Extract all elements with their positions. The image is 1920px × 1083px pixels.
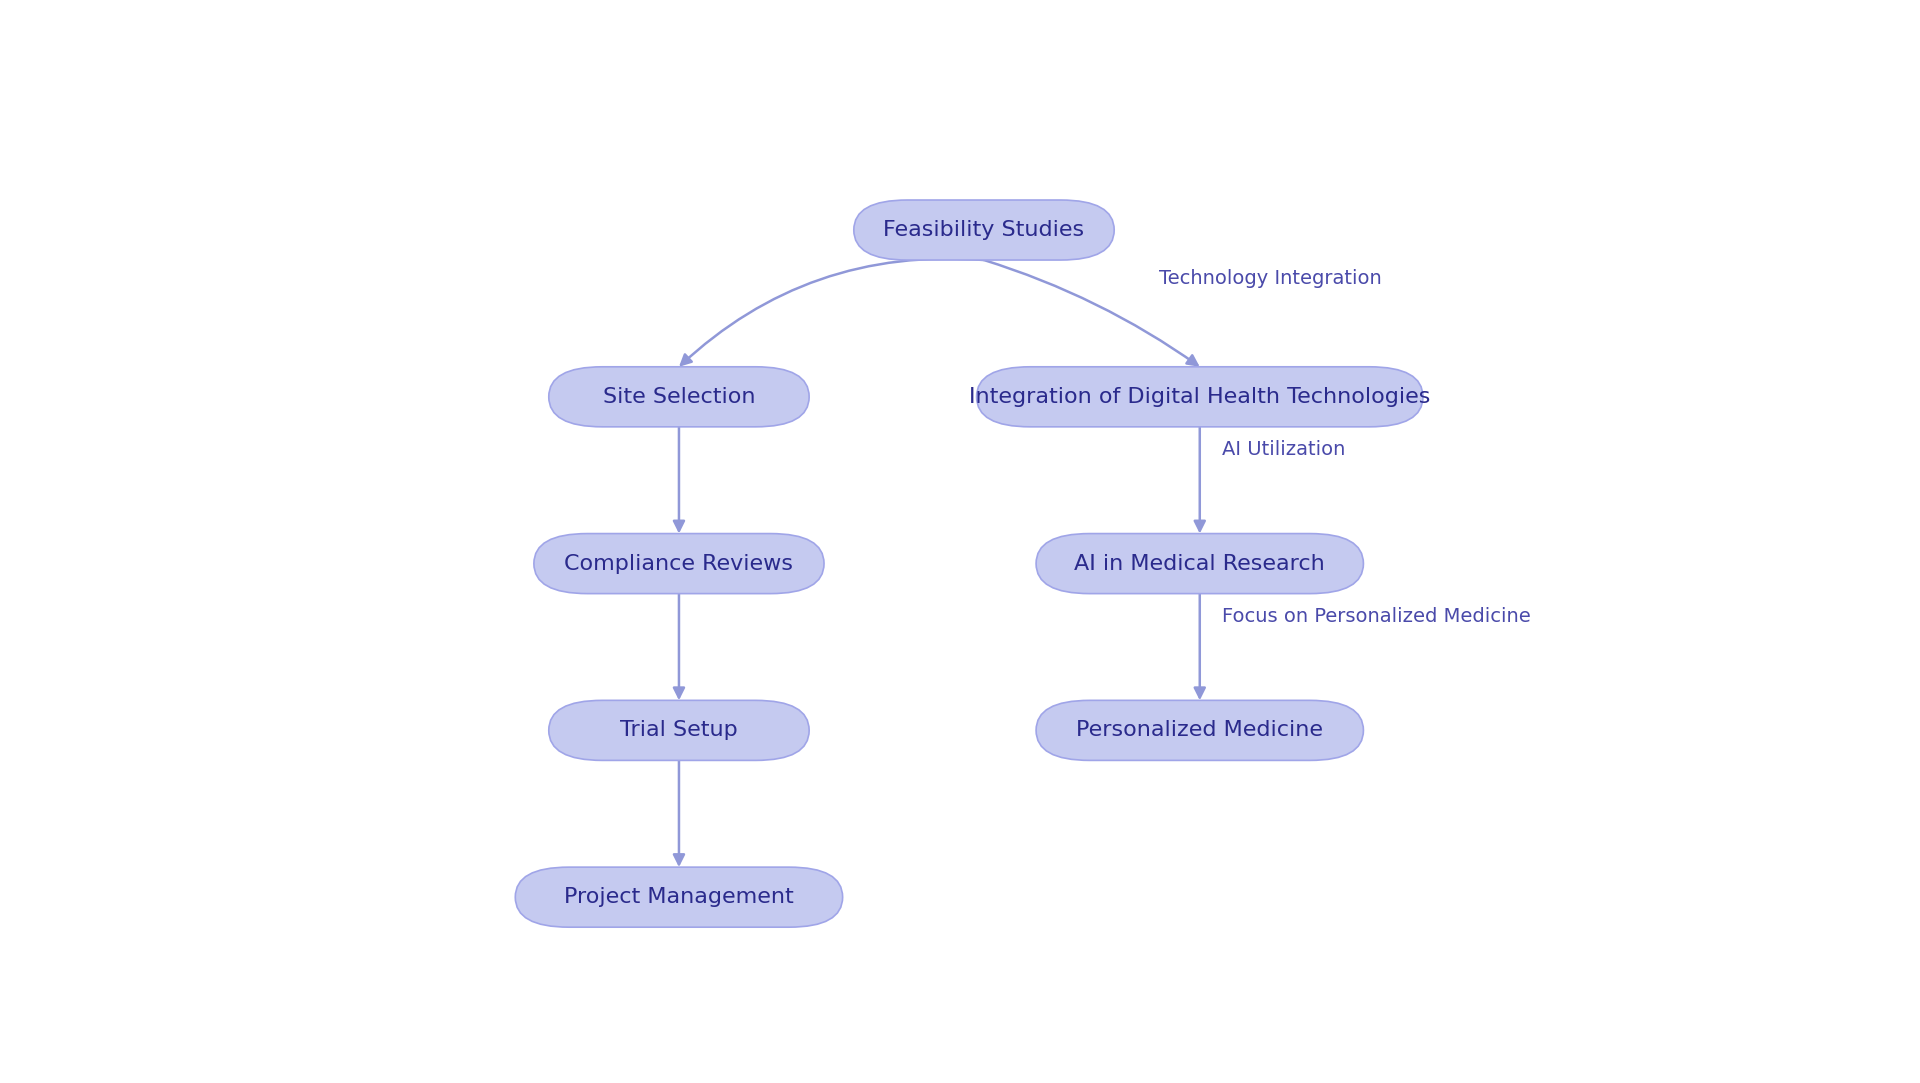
FancyBboxPatch shape — [1037, 534, 1363, 593]
FancyBboxPatch shape — [977, 367, 1423, 427]
Text: Integration of Digital Health Technologies: Integration of Digital Health Technologi… — [970, 387, 1430, 407]
FancyBboxPatch shape — [549, 367, 808, 427]
FancyArrowPatch shape — [1194, 427, 1204, 531]
FancyBboxPatch shape — [1037, 701, 1363, 760]
Text: Project Management: Project Management — [564, 887, 793, 908]
FancyArrowPatch shape — [674, 427, 684, 531]
FancyArrowPatch shape — [674, 760, 684, 864]
FancyArrowPatch shape — [1194, 593, 1204, 697]
Text: Personalized Medicine: Personalized Medicine — [1077, 720, 1323, 741]
FancyArrowPatch shape — [674, 593, 684, 697]
FancyBboxPatch shape — [854, 200, 1114, 260]
FancyArrowPatch shape — [682, 259, 983, 365]
FancyBboxPatch shape — [515, 867, 843, 927]
FancyArrowPatch shape — [983, 260, 1198, 365]
Text: Trial Setup: Trial Setup — [620, 720, 737, 741]
FancyBboxPatch shape — [534, 534, 824, 593]
Text: Technology Integration: Technology Integration — [1160, 270, 1382, 288]
Text: Feasibility Studies: Feasibility Studies — [883, 220, 1085, 240]
Text: Focus on Personalized Medicine: Focus on Personalized Medicine — [1221, 608, 1530, 626]
FancyBboxPatch shape — [549, 701, 808, 760]
Text: AI in Medical Research: AI in Medical Research — [1075, 553, 1325, 574]
Text: Site Selection: Site Selection — [603, 387, 755, 407]
Text: AI Utilization: AI Utilization — [1221, 441, 1346, 459]
Text: Compliance Reviews: Compliance Reviews — [564, 553, 793, 574]
